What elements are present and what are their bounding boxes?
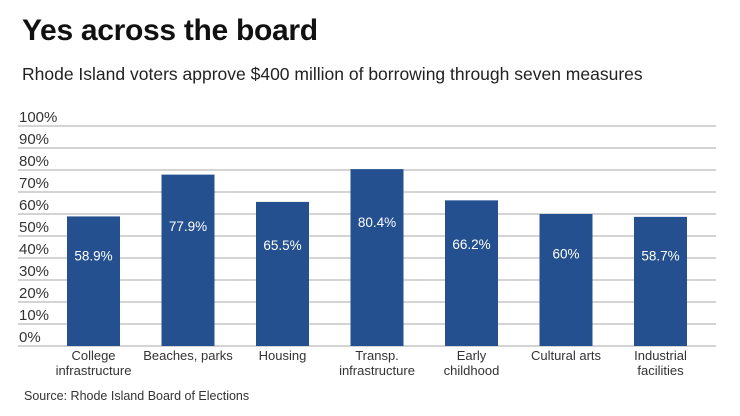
source-note: Source: Rhode Island Board of Elections <box>24 389 250 403</box>
y-tick-label: 90% <box>19 131 49 148</box>
bar <box>161 174 215 346</box>
y-tick-label: 80% <box>19 153 49 170</box>
data-label: 65.5% <box>263 238 301 253</box>
y-tick-label: 20% <box>19 285 49 302</box>
x-tick-label: Transp. <box>355 348 399 363</box>
y-tick-label: 10% <box>19 307 49 324</box>
y-tick-label: 70% <box>19 175 49 192</box>
data-label: 58.7% <box>641 249 679 264</box>
y-tick-label: 60% <box>19 197 49 214</box>
data-label: 58.9% <box>74 248 112 263</box>
y-tick-label: 100% <box>19 109 57 126</box>
y-tick-label: 40% <box>19 241 49 258</box>
chart-title: Yes across the board <box>22 14 318 47</box>
data-label: 77.9% <box>169 219 207 234</box>
x-tick-label: Beaches, parks <box>143 348 233 363</box>
x-tick-label: facilities <box>637 363 684 378</box>
bar <box>445 200 498 346</box>
x-tick-label: College <box>71 348 115 363</box>
data-label: 80.4% <box>358 215 396 230</box>
x-tick-label: infrastructure <box>56 363 132 378</box>
chart-subtitle: Rhode Island voters approve $400 million… <box>22 64 643 84</box>
x-tick-label: infrastructure <box>339 363 415 378</box>
x-tick-label: Cultural arts <box>531 348 602 363</box>
bar <box>350 169 404 346</box>
x-tick-label: Early <box>457 348 487 363</box>
x-tick-label: Housing <box>259 348 307 363</box>
data-label: 60% <box>552 247 579 262</box>
x-tick-label: childhood <box>444 363 500 378</box>
y-tick-label: 0% <box>19 329 41 346</box>
y-tick-label: 30% <box>19 263 49 280</box>
bar <box>67 216 120 346</box>
bar <box>634 216 687 346</box>
y-tick-label: 50% <box>19 219 49 236</box>
x-tick-label: Industrial <box>634 348 687 363</box>
bar <box>256 201 309 346</box>
data-label: 66.2% <box>452 237 490 252</box>
bar <box>539 214 593 346</box>
